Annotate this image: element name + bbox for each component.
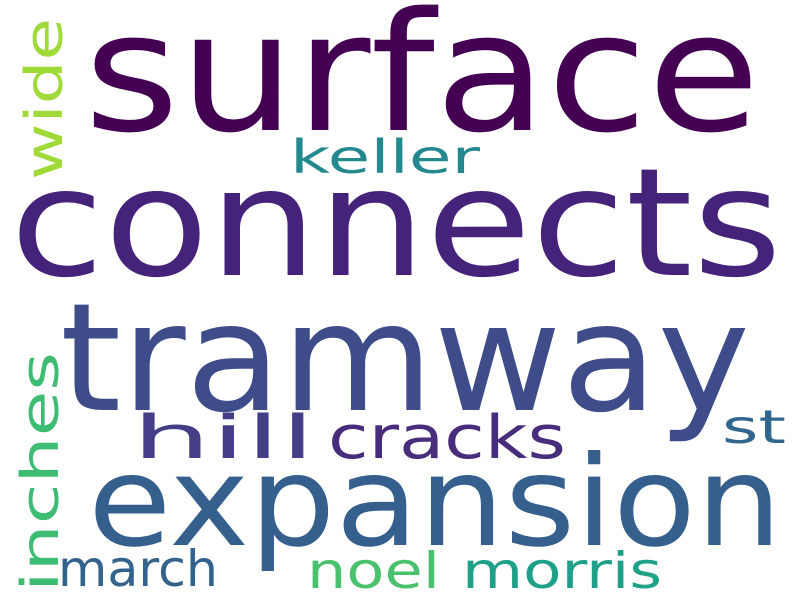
- word-wide: wide: [15, 18, 75, 180]
- word-hill: hill: [132, 403, 315, 473]
- word-inches: inches: [11, 352, 71, 592]
- word-keller: keller: [290, 130, 480, 184]
- word-march: march: [58, 540, 218, 598]
- word-tramway: tramway: [60, 272, 750, 446]
- word-surface: surface: [84, 0, 760, 169]
- word-st: st: [722, 400, 786, 454]
- word-noel: noel: [307, 542, 440, 600]
- word-cracks: cracks: [328, 403, 566, 473]
- word-morris: morris: [462, 542, 662, 600]
- word-connects: connects: [10, 137, 782, 311]
- word-expansion: expansion: [88, 430, 782, 575]
